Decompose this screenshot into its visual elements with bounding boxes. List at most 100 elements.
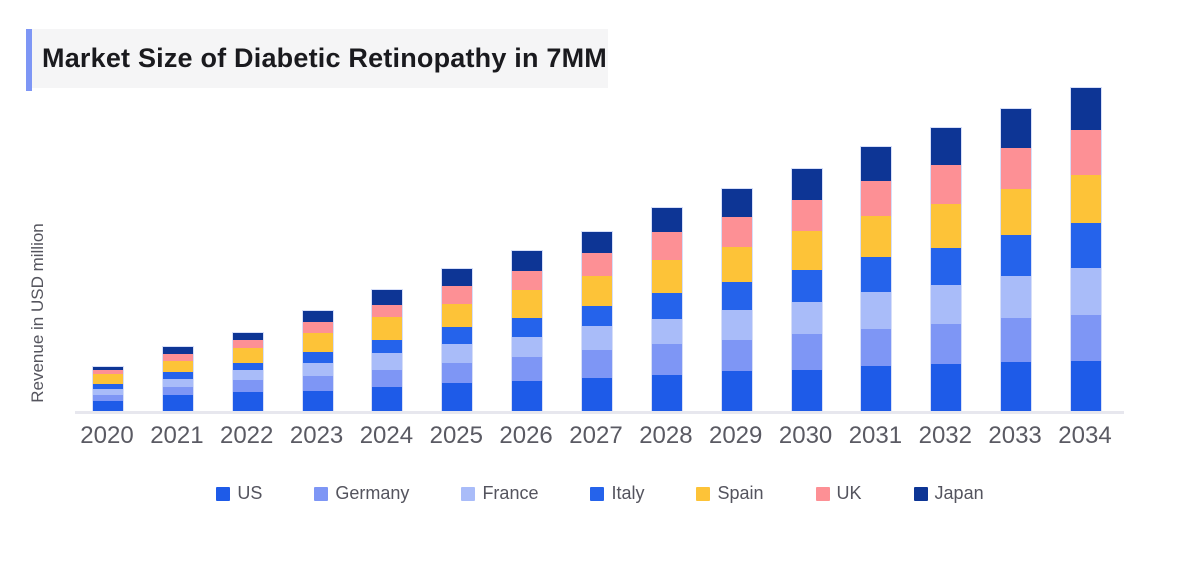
- bar-segment-france: [162, 379, 193, 387]
- bar-segment-japan: [582, 232, 612, 253]
- bar-segment-italy: [791, 270, 822, 302]
- legend-label: Japan: [934, 483, 984, 503]
- bar-column-2024: [371, 289, 404, 413]
- bar-column-2028: [650, 207, 683, 413]
- bar-segment-uk: [861, 181, 892, 216]
- bar-column-2025: [441, 268, 474, 413]
- bar-segment-uk: [442, 286, 473, 304]
- x-axis-line: [75, 411, 1124, 414]
- bar-segment-us: [162, 395, 193, 412]
- bar-segment-spain: [442, 304, 473, 327]
- bar-segment-germany: [721, 340, 752, 371]
- chart-legend: US Germany France Italy Spain UK Japan: [0, 483, 1200, 504]
- bar-segment-italy: [442, 327, 473, 344]
- x-tick-label: 2026: [499, 422, 553, 449]
- x-tick-label: 2031: [848, 422, 903, 449]
- bar-segment-italy: [93, 384, 123, 389]
- bar-segment-japan: [442, 269, 473, 286]
- bar-column-2031: [860, 146, 893, 413]
- legend-swatch-uk: [815, 486, 830, 501]
- legend-item-france: France: [461, 483, 538, 504]
- x-tick-label: 2027: [569, 422, 623, 449]
- bar-segment-us: [721, 371, 752, 412]
- x-tick-label: 2023: [289, 422, 344, 449]
- bar-segment-germany: [1001, 318, 1032, 362]
- legend-item-germany: Germany: [314, 483, 409, 504]
- bar-segment-spain: [651, 260, 682, 293]
- bar-segment-spain: [861, 216, 892, 257]
- bar-segment-spain: [791, 231, 822, 270]
- bar-segment-france: [93, 389, 123, 395]
- y-axis-label: Revenue in USD million: [28, 223, 47, 403]
- bar-segment-us: [1001, 362, 1032, 412]
- bar-column-2021: [161, 346, 194, 413]
- bar-segment-us: [791, 370, 822, 412]
- bar-segment-japan: [791, 169, 822, 200]
- bar-segment-uk: [1001, 148, 1032, 189]
- legend-swatch-spain: [696, 486, 711, 501]
- bar-column-2034: [1070, 87, 1102, 413]
- legend-label: Germany: [335, 483, 410, 503]
- bar-segment-france: [232, 370, 263, 380]
- bar-segment-italy: [582, 306, 612, 326]
- bar-column-2033: [1000, 108, 1033, 413]
- bar-segment-japan: [651, 208, 682, 232]
- bar-segment-japan: [162, 347, 193, 354]
- legend-swatch-france: [461, 486, 476, 501]
- legend-item-us: US: [216, 483, 262, 504]
- bar-column-2026: [511, 250, 544, 413]
- bar-segment-france: [931, 285, 962, 324]
- bar-segment-japan: [1001, 109, 1032, 148]
- bar-segment-spain: [512, 290, 543, 318]
- bar-segment-uk: [93, 370, 123, 374]
- legend-item-japan: Japan: [913, 483, 984, 504]
- legend-swatch-germany: [314, 486, 329, 501]
- bar-column-2030: [790, 168, 823, 413]
- bar-segment-germany: [512, 357, 543, 381]
- legend-swatch-italy: [590, 486, 605, 501]
- legend-label: Italy: [611, 483, 645, 503]
- bar-segment-spain: [931, 204, 962, 248]
- bar-segment-uk: [512, 271, 543, 290]
- bar-segment-japan: [1071, 88, 1101, 130]
- bar-segment-uk: [721, 217, 752, 247]
- bar-segment-italy: [1071, 223, 1101, 268]
- x-tick-label: 2034: [1058, 422, 1112, 449]
- bar-segment-italy: [512, 318, 543, 337]
- bar-segment-us: [582, 378, 612, 412]
- bar-column-2032: [930, 127, 963, 413]
- x-tick-label: 2028: [639, 422, 693, 449]
- legend-label: Spain: [717, 483, 764, 503]
- bar-segment-uk: [302, 322, 333, 333]
- bar-segment-us: [372, 387, 403, 412]
- bar-segment-germany: [861, 329, 892, 366]
- bar-segment-japan: [861, 147, 892, 181]
- legend-swatch-japan: [913, 486, 928, 501]
- bar-segment-germany: [442, 363, 473, 383]
- bar-segment-us: [93, 401, 123, 412]
- legend-label: UK: [836, 483, 862, 503]
- legend-label: France: [482, 483, 539, 503]
- legend-item-spain: Spain: [696, 483, 764, 504]
- bar-segment-japan: [512, 251, 543, 271]
- bar-segment-uk: [582, 253, 612, 276]
- bar-segment-us: [651, 375, 682, 412]
- x-tick-label: 2030: [778, 422, 833, 449]
- bar-segment-us: [931, 364, 962, 412]
- bar-segment-france: [372, 353, 403, 370]
- bar-segment-us: [442, 383, 473, 412]
- bar-segment-japan: [232, 333, 263, 340]
- bar-segment-germany: [302, 376, 333, 391]
- bar-column-2022: [231, 332, 264, 413]
- bar-segment-germany: [582, 350, 612, 378]
- x-tick-label: 2025: [429, 422, 483, 449]
- x-tick-label: 2021: [150, 422, 204, 449]
- bar-segment-italy: [931, 248, 962, 285]
- bar-segment-france: [302, 363, 333, 376]
- bar-segment-italy: [651, 293, 682, 319]
- bar-segment-spain: [93, 374, 123, 384]
- bar-segment-germany: [791, 334, 822, 370]
- bar-segment-uk: [162, 354, 193, 361]
- bar-column-2020: [92, 366, 124, 413]
